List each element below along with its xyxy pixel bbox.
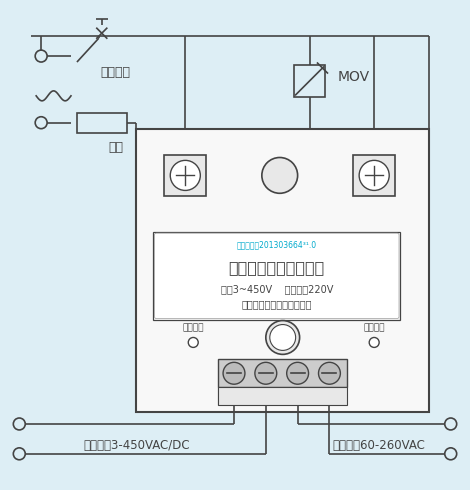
Circle shape: [359, 160, 389, 191]
Bar: [353, 154, 395, 196]
Circle shape: [188, 338, 198, 347]
Bar: [135, 129, 429, 412]
Text: 电子超导型固态继电器: 电子超导型固态继电器: [228, 260, 325, 275]
Text: 专利产品：201303664³¹.0: 专利产品：201303664³¹.0: [237, 241, 317, 249]
Circle shape: [35, 117, 47, 129]
Circle shape: [287, 362, 309, 384]
Circle shape: [262, 157, 298, 193]
Circle shape: [13, 418, 25, 430]
Text: 控制指示: 控制指示: [182, 323, 204, 332]
Text: MOV: MOV: [337, 70, 369, 84]
Circle shape: [369, 338, 379, 347]
Circle shape: [170, 160, 200, 191]
Circle shape: [445, 448, 457, 460]
Bar: [218, 387, 347, 405]
Circle shape: [319, 362, 340, 384]
Circle shape: [445, 418, 457, 430]
Bar: [218, 359, 347, 387]
Text: 控制电压3-450VAC/DC: 控制电压3-450VAC/DC: [83, 439, 190, 452]
Circle shape: [255, 362, 277, 384]
Circle shape: [270, 324, 296, 350]
Bar: [154, 232, 400, 319]
Text: 负载: 负载: [108, 141, 123, 154]
Bar: [164, 154, 206, 196]
Text: 电源指示: 电源指示: [363, 323, 385, 332]
Circle shape: [223, 362, 245, 384]
Circle shape: [266, 320, 299, 354]
Text: 辅助电源60-260VAC: 辅助电源60-260VAC: [333, 439, 425, 452]
Bar: [77, 113, 126, 133]
Text: 河北庄庆电子科技有限公司: 河北庄庆电子科技有限公司: [242, 300, 312, 310]
Circle shape: [35, 50, 47, 62]
Text: 控制3~450V    辅助电源220V: 控制3~450V 辅助电源220V: [220, 284, 333, 294]
Circle shape: [13, 448, 25, 460]
Text: 断路开关: 断路开关: [101, 67, 131, 79]
Bar: [294, 65, 325, 97]
